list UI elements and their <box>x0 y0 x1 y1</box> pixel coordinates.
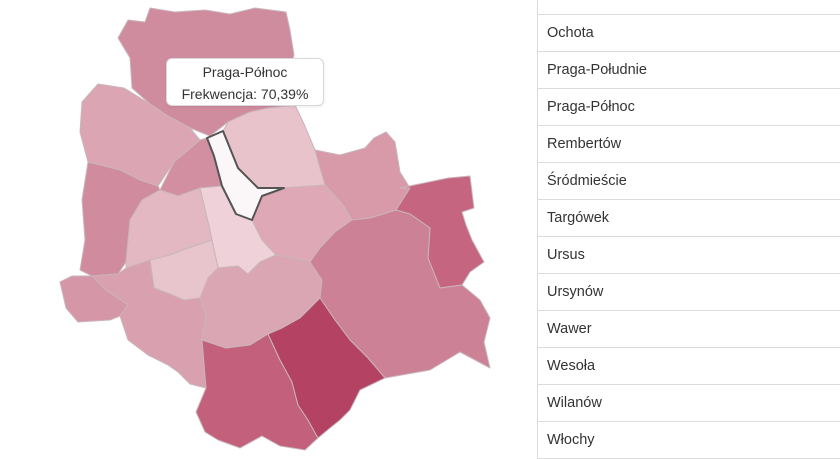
map-panel: Praga-Północ Frekwencja: 70,39% <box>59 7 491 451</box>
district-ursynow[interactable] <box>195 333 319 451</box>
district-list-item[interactable]: Wesoła <box>538 348 840 385</box>
district-list-item[interactable]: Ochota <box>538 15 840 52</box>
district-list-item[interactable]: Rembertów <box>538 126 840 163</box>
district-list-item[interactable]: Włochy <box>538 422 840 459</box>
district-layer <box>59 7 491 451</box>
district-list-item[interactable]: Wawer <box>538 311 840 348</box>
district-list-item[interactable]: Praga-Północ <box>538 89 840 126</box>
district-list-item[interactable]: Mokotów <box>538 0 840 15</box>
district-list-item[interactable]: Praga-Południe <box>538 52 840 89</box>
district-list-item[interactable]: Śródmieście <box>538 163 840 200</box>
warsaw-map <box>59 7 491 451</box>
district-list-item[interactable]: Targówek <box>538 200 840 237</box>
district-list-item[interactable]: Ursynów <box>538 274 840 311</box>
map-tooltip: Praga-Północ Frekwencja: 70,39% <box>166 58 324 106</box>
tooltip-turnout: Frekwencja: 70,39% <box>181 86 309 102</box>
district-list-item[interactable]: Ursus <box>538 237 840 274</box>
district-list: MokotówOchotaPraga-PołudniePraga-PółnocR… <box>537 0 840 459</box>
district-wilanow[interactable] <box>267 297 386 439</box>
district-list-item[interactable]: Wilanów <box>538 385 840 422</box>
tooltip-district-name: Praga-Północ <box>202 64 288 80</box>
district-praga-polnoc[interactable] <box>206 130 285 221</box>
